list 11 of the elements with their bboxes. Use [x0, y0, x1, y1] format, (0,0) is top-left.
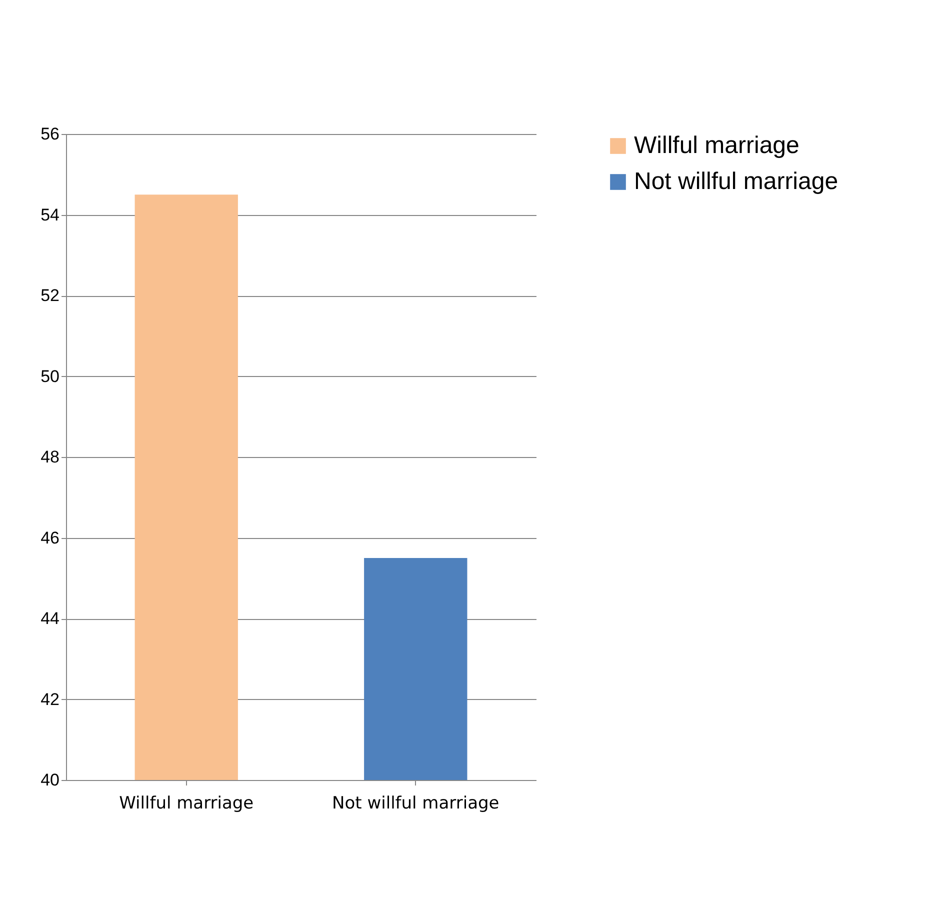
y-tick-label: 42 — [40, 690, 60, 709]
y-tick-label: 40 — [40, 770, 60, 790]
y-tick-label: 46 — [40, 528, 60, 548]
y-tick-label: 50 — [40, 366, 60, 386]
y-tick-label: 56 — [40, 124, 60, 144]
y-tick-label: 54 — [40, 205, 60, 224]
y-tick-label: 48 — [40, 448, 60, 466]
legend-label: Willful marriage — [634, 132, 800, 159]
y-tick-label: 52 — [40, 286, 60, 305]
y-tick-label: 44 — [40, 609, 60, 628]
legend-label: Not willful marriage — [634, 168, 838, 195]
